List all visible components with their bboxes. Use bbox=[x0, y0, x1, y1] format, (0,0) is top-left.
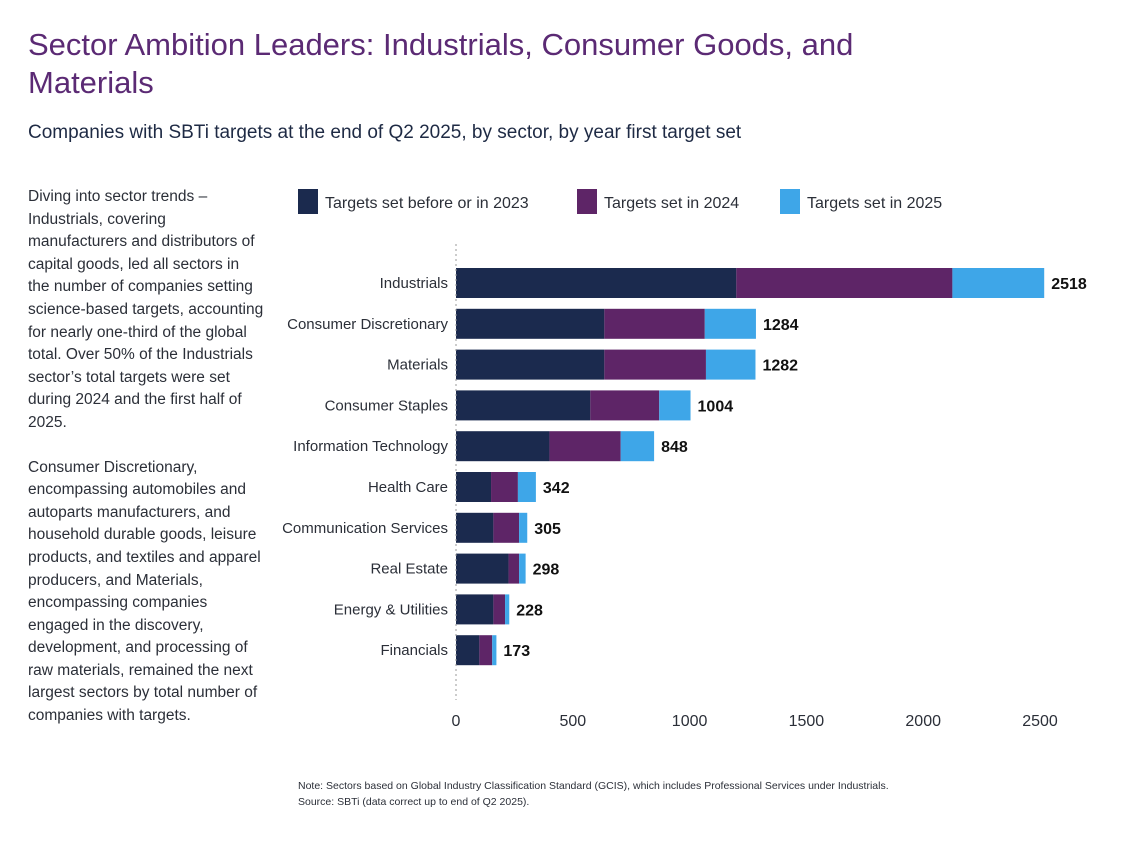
bar-industrials-series-2 bbox=[736, 268, 953, 298]
x-tick-label: 2500 bbox=[1022, 713, 1058, 730]
bar-energy-and-utilities-series-3 bbox=[505, 594, 510, 625]
chart-subtitle: Companies with SBTi targets at the end o… bbox=[28, 122, 742, 143]
bar-materials-series-2 bbox=[604, 349, 706, 380]
bar-consumer-staples-series-1 bbox=[456, 390, 591, 421]
x-tick-label: 2000 bbox=[905, 713, 941, 730]
total-label-health-care: 342 bbox=[543, 480, 570, 497]
category-label-communication-services: Communication Services bbox=[282, 520, 448, 537]
category-labels: Industrials Consumer Discretionary Materia… bbox=[282, 275, 448, 659]
chart-title: Sector Ambition Leaders: Industrials, Co… bbox=[28, 27, 854, 100]
bar-real-estate-series-2 bbox=[508, 553, 520, 584]
legend-swatch-2 bbox=[577, 189, 597, 214]
legend-swatch-3 bbox=[780, 189, 800, 214]
legend: Targets set before or in 2023 Targets set… bbox=[298, 189, 942, 214]
bar-consumer-discretionary-series-3 bbox=[704, 308, 756, 339]
category-label-information-technology: Information Technology bbox=[293, 438, 448, 455]
bar-consumer-discretionary-series-2 bbox=[604, 308, 705, 339]
x-tick-label: 1500 bbox=[789, 713, 825, 730]
footnote-note: Note: Sectors based on Global Industry C… bbox=[298, 780, 889, 792]
bars-group bbox=[456, 268, 1045, 666]
category-label-energy-and-utilities: Energy & Utilities bbox=[334, 601, 448, 618]
bar-energy-and-utilities-series-2 bbox=[493, 594, 506, 625]
bar-information-technology-series-3 bbox=[620, 431, 655, 462]
category-label-consumer-staples: Consumer Staples bbox=[325, 397, 448, 414]
bar-energy-and-utilities-series-1 bbox=[456, 594, 494, 625]
bar-financials-series-2 bbox=[479, 635, 493, 666]
bar-financials-series-3 bbox=[492, 635, 497, 666]
total-label-information-technology: 848 bbox=[661, 439, 688, 456]
bar-communication-services-series-3 bbox=[519, 512, 528, 543]
bar-industrials-series-3 bbox=[952, 268, 1045, 298]
legend-label-3: Targets set in 2025 bbox=[807, 195, 942, 212]
category-label-health-care: Health Care bbox=[368, 479, 448, 496]
bar-consumer-staples-series-3 bbox=[659, 390, 691, 421]
total-label-communication-services: 305 bbox=[534, 521, 561, 538]
total-label-energy-and-utilities: 228 bbox=[516, 602, 543, 619]
category-label-materials: Materials bbox=[387, 357, 448, 374]
bar-materials-series-3 bbox=[705, 349, 756, 380]
bar-industrials-series-1 bbox=[456, 268, 737, 298]
total-label-materials: 1282 bbox=[762, 358, 798, 375]
total-label-industrials: 2518 bbox=[1051, 276, 1087, 293]
total-labels: 2518 1284 1282 1004 848 342 305 298 228 173 bbox=[503, 276, 1086, 660]
x-tick-label: 0 bbox=[452, 713, 461, 730]
category-label-real-estate: Real Estate bbox=[370, 561, 448, 578]
commentary-paragraph: Consumer Discretionary, encompassing aut… bbox=[28, 458, 261, 725]
bar-health-care-series-1 bbox=[456, 472, 492, 502]
legend-label-2: Targets set in 2024 bbox=[604, 195, 739, 212]
total-label-real-estate: 298 bbox=[533, 562, 560, 579]
total-label-consumer-discretionary: 1284 bbox=[763, 317, 799, 334]
legend-swatch-1 bbox=[298, 189, 318, 214]
total-label-consumer-staples: 1004 bbox=[698, 398, 734, 415]
x-tick-label: 500 bbox=[559, 713, 586, 730]
bar-health-care-series-2 bbox=[491, 472, 518, 502]
bar-consumer-discretionary-series-1 bbox=[456, 308, 605, 339]
category-label-consumer-discretionary: Consumer Discretionary bbox=[287, 316, 448, 333]
commentary-paragraph: Diving into sector trends – Industrials,… bbox=[28, 188, 264, 431]
footnote: Note: Sectors based on Global Industry C… bbox=[298, 778, 889, 810]
x-axis-ticks: 0 500 1000 1500 2000 2500 bbox=[452, 713, 1058, 730]
category-label-financials: Financials bbox=[380, 642, 448, 659]
footnote-source: Source: SBTi (data correct up to end of … bbox=[298, 796, 530, 808]
total-label-financials: 173 bbox=[503, 643, 530, 660]
x-tick-label: 1000 bbox=[672, 713, 708, 730]
bar-health-care-series-3 bbox=[517, 472, 536, 502]
bar-communication-services-series-1 bbox=[456, 512, 494, 543]
bar-real-estate-series-1 bbox=[456, 553, 509, 584]
bar-consumer-staples-series-2 bbox=[590, 390, 660, 421]
commentary-panel: Diving into sector trends – Industrials,… bbox=[28, 186, 264, 750]
bar-information-technology-series-2 bbox=[549, 431, 621, 462]
category-label-industrials: Industrials bbox=[380, 275, 448, 292]
legend-label-1: Targets set before or in 2023 bbox=[325, 195, 529, 212]
bar-information-technology-series-1 bbox=[456, 431, 550, 462]
bar-communication-services-series-2 bbox=[493, 512, 520, 543]
bar-materials-series-1 bbox=[456, 349, 605, 380]
bar-financials-series-1 bbox=[456, 635, 480, 666]
bar-real-estate-series-3 bbox=[519, 553, 526, 584]
